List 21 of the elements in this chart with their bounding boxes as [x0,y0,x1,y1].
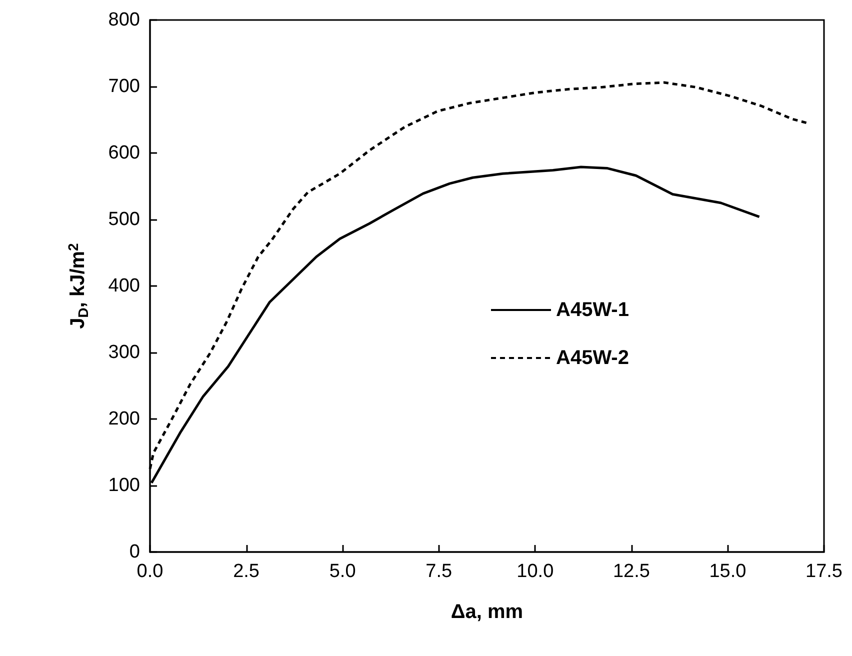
x-tick-label: 7.5 [426,561,452,582]
y-tick-label: 500 [108,209,140,230]
y-tick-label: 300 [108,342,140,363]
x-tick-label: 0.0 [136,561,164,582]
y-tick-label: 200 [108,408,140,430]
y-tick-label: 0 [129,542,140,562]
x-axis-title: Δa, mm [450,601,524,623]
x-tick-label: 5.0 [329,561,356,582]
y-tick-label: 100 [108,475,140,496]
legend-label: A45W-1 [556,299,629,321]
x-tick-label: 15.0 [709,561,746,582]
y-tick-label: 700 [108,76,140,97]
x-tick-label: 17.5 [806,561,842,582]
legend-label: A45W-2 [556,347,629,369]
y-tick-label: 800 [108,10,140,30]
x-tick-label: 2.5 [233,561,260,582]
y-tick-label: 400 [108,276,140,296]
y-tick-label: 600 [108,142,140,164]
x-tick-label: 12.5 [612,561,650,582]
y-axis-title: JD, kJ/m2 [65,242,91,329]
x-tick-label: 10.0 [516,561,554,582]
